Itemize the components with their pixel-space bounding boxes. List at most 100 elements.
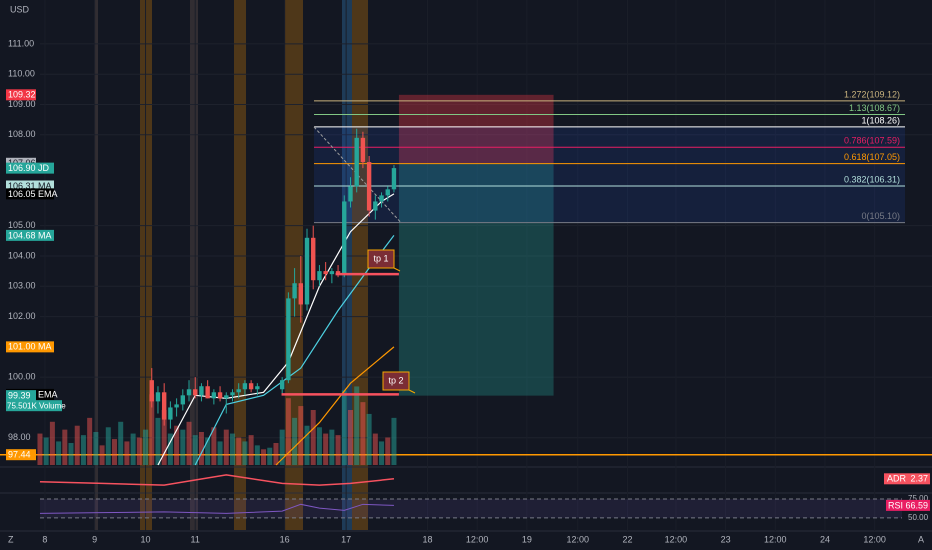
price-badge-name-label: EMA xyxy=(38,389,58,399)
x-tick-label: 12:00 xyxy=(665,534,688,544)
volume-bar xyxy=(111,439,117,465)
zoom-icon[interactable]: Z xyxy=(8,534,14,544)
y-tick-label: 103.00 xyxy=(8,281,36,291)
rsi-tick-label: 50.00 xyxy=(908,513,929,522)
x-tick-label: 12:00 xyxy=(863,534,886,544)
candle-body xyxy=(379,195,384,202)
volume-bar xyxy=(372,433,378,465)
volume-bar xyxy=(316,427,322,465)
candle-body xyxy=(230,392,235,396)
fib-label: 0.618(107.05) xyxy=(844,152,900,162)
price-badge-value: 104.68 xyxy=(8,230,36,240)
y-tick-label: 105.00 xyxy=(8,220,36,230)
auto-scale[interactable]: A xyxy=(918,534,924,544)
volume-bar xyxy=(242,441,248,465)
price-badge-name xyxy=(36,229,54,241)
rsi-badge xyxy=(886,499,930,511)
volume-bar xyxy=(180,429,186,465)
candle-body xyxy=(248,383,254,390)
callout xyxy=(382,371,416,394)
y-tick-label: 110.00 xyxy=(8,69,35,79)
currency: USD xyxy=(10,4,30,14)
price-badge xyxy=(6,341,36,353)
price-badge-value: 109.32 xyxy=(8,90,36,100)
price-badge-name xyxy=(36,188,54,200)
x-tick-label: 8 xyxy=(42,534,47,544)
volume-bar xyxy=(341,390,347,465)
volume-bar xyxy=(391,417,397,465)
volume-bar xyxy=(174,425,180,465)
candle-body xyxy=(298,283,304,305)
adr-value: 2.37 xyxy=(910,474,928,484)
price-badge xyxy=(6,188,36,200)
candle-body xyxy=(155,392,161,402)
fib-label: 0.382(106.31) xyxy=(844,174,900,184)
price-badge-name xyxy=(36,341,54,353)
volume-bar xyxy=(217,441,223,465)
candle-body xyxy=(286,298,291,381)
volume-bar xyxy=(354,386,360,465)
price-badge-name-label: MA xyxy=(38,342,52,352)
volume-bar xyxy=(292,417,298,465)
x-tick-label: 16 xyxy=(280,534,290,544)
volume-bar xyxy=(130,433,136,465)
price-badge xyxy=(6,229,36,241)
price-badge-name-label: EMA xyxy=(38,189,58,199)
volume-bar xyxy=(192,435,198,465)
candle-body xyxy=(292,283,297,299)
candle-body xyxy=(329,271,335,275)
price-badge-name xyxy=(36,388,54,400)
callout-label: tp 1 xyxy=(373,253,388,263)
candle-body xyxy=(149,380,154,402)
x-tick-label: 19 xyxy=(522,534,532,544)
price-badge xyxy=(6,390,36,402)
candle-body xyxy=(242,383,248,390)
volume-bar xyxy=(385,437,391,465)
price-badge-value: 106.05 xyxy=(8,189,36,199)
volume-bar xyxy=(124,441,130,465)
volume-bar xyxy=(80,435,86,465)
y-tick-label: 108.00 xyxy=(8,129,36,139)
rsi-tick-label: 75.00 xyxy=(908,494,929,503)
y-tick-label: 111.00 xyxy=(8,38,34,48)
volume-bar xyxy=(360,402,366,465)
volume-bar xyxy=(68,443,74,465)
candle-body xyxy=(342,201,347,275)
volume-bar xyxy=(211,427,217,465)
volume-badge xyxy=(6,400,62,412)
volume-bar xyxy=(310,410,316,465)
x-tick-label: 24 xyxy=(820,534,830,544)
volume-bar xyxy=(304,425,310,465)
volume-bar xyxy=(366,413,372,465)
candle-body xyxy=(217,392,223,399)
x-tick-label: 22 xyxy=(622,534,632,544)
y-tick-label: 100.00 xyxy=(8,372,36,382)
x-tick-label: 12:00 xyxy=(764,534,787,544)
price-badge-name-label: JD xyxy=(38,163,50,173)
volume-bar xyxy=(167,433,173,465)
price-badge-value: 106.31 xyxy=(8,181,36,191)
volume-bar xyxy=(56,441,62,465)
volume-bar xyxy=(223,429,229,465)
price-badge-name xyxy=(36,180,54,192)
callout-label: tp 2 xyxy=(388,375,403,385)
fib-label: 0(105.10) xyxy=(861,211,900,221)
volume-bar xyxy=(267,447,273,465)
volume-bar xyxy=(323,433,329,465)
volume-bar xyxy=(248,435,254,465)
candle-body xyxy=(317,271,322,281)
candle-body xyxy=(385,189,390,196)
volume-bar xyxy=(329,429,335,465)
adr-line xyxy=(39,474,395,486)
volume-bar xyxy=(198,432,204,465)
volume-bar xyxy=(254,445,260,465)
y-tick-label: 104.00 xyxy=(8,250,36,260)
candle-body xyxy=(211,392,217,399)
x-tick-label: 17 xyxy=(341,534,351,544)
candle-body xyxy=(366,162,372,211)
rsi-line xyxy=(39,503,394,514)
candle-body xyxy=(335,271,341,275)
price-badge xyxy=(6,162,36,174)
volume-bar xyxy=(186,421,192,465)
